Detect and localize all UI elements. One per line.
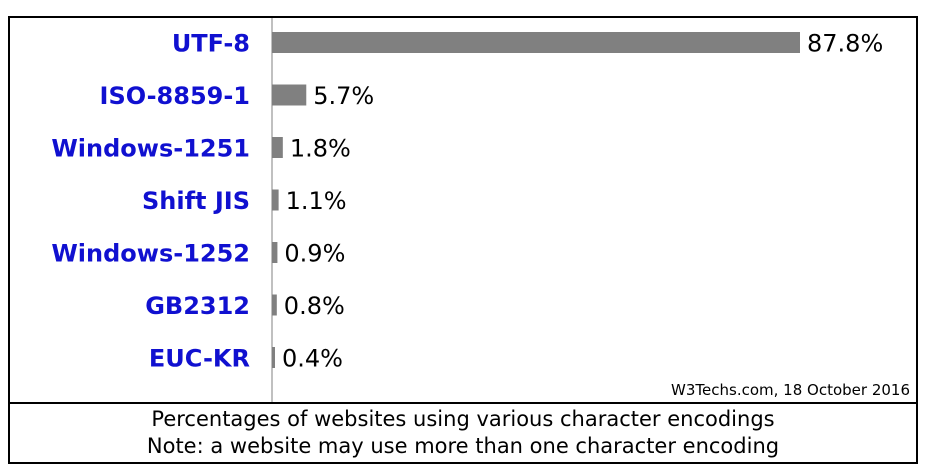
category-label: UTF-8	[172, 30, 250, 58]
value-label: 0.4%	[282, 345, 343, 373]
category-label: Shift JIS	[142, 187, 250, 215]
value-label: 0.9%	[284, 240, 345, 268]
chart-caption: Percentages of websites using various ch…	[10, 404, 916, 462]
value-label: 1.8%	[290, 135, 351, 163]
bar	[272, 294, 277, 316]
value-label: 5.7%	[313, 82, 374, 110]
bar	[272, 347, 275, 368]
category-label: Windows-1252	[51, 240, 250, 268]
caption-divider	[10, 402, 916, 404]
caption-line-2: Note: a website may use more than one ch…	[146, 434, 780, 458]
chart-frame: UTF-8 87.8% ISO-8859-1 5.7% Windows-1251 1.8%…	[8, 16, 918, 464]
value-label: 0.8%	[284, 292, 345, 320]
category-label: GB2312	[145, 292, 250, 320]
bar	[272, 84, 307, 106]
category-label: Windows-1251	[51, 135, 250, 163]
caption-line-1: Percentages of websites using various ch…	[151, 407, 775, 431]
category-label: EUC-KR	[149, 345, 250, 373]
value-label: 1.1%	[286, 187, 347, 215]
bar	[272, 189, 279, 211]
bar	[272, 137, 283, 158]
bar-chart: UTF-8 87.8% ISO-8859-1 5.7% Windows-1251 1.8%…	[51, 18, 910, 402]
plot-area: UTF-8 87.8% ISO-8859-1 5.7% Windows-1251 1.8%…	[10, 18, 916, 402]
category-label: ISO-8859-1	[100, 82, 250, 110]
bar	[272, 32, 800, 53]
source-credit: W3Techs.com, 18 October 2016	[671, 381, 910, 399]
bar	[272, 242, 278, 263]
value-label: 87.8%	[807, 30, 883, 58]
